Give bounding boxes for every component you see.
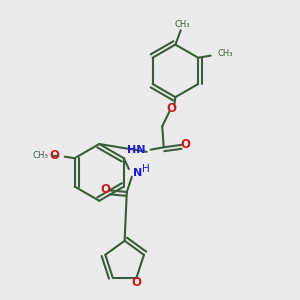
Text: O: O: [181, 138, 191, 151]
Text: N: N: [134, 167, 142, 178]
Text: CH₃: CH₃: [217, 49, 233, 58]
Text: O: O: [167, 102, 177, 115]
Text: H: H: [142, 164, 149, 174]
Text: O: O: [100, 183, 111, 196]
Text: O: O: [132, 276, 142, 289]
Text: O: O: [50, 149, 60, 162]
Text: CH₃: CH₃: [33, 151, 49, 160]
Text: CH₃: CH₃: [175, 20, 190, 29]
Text: HN: HN: [127, 145, 145, 155]
